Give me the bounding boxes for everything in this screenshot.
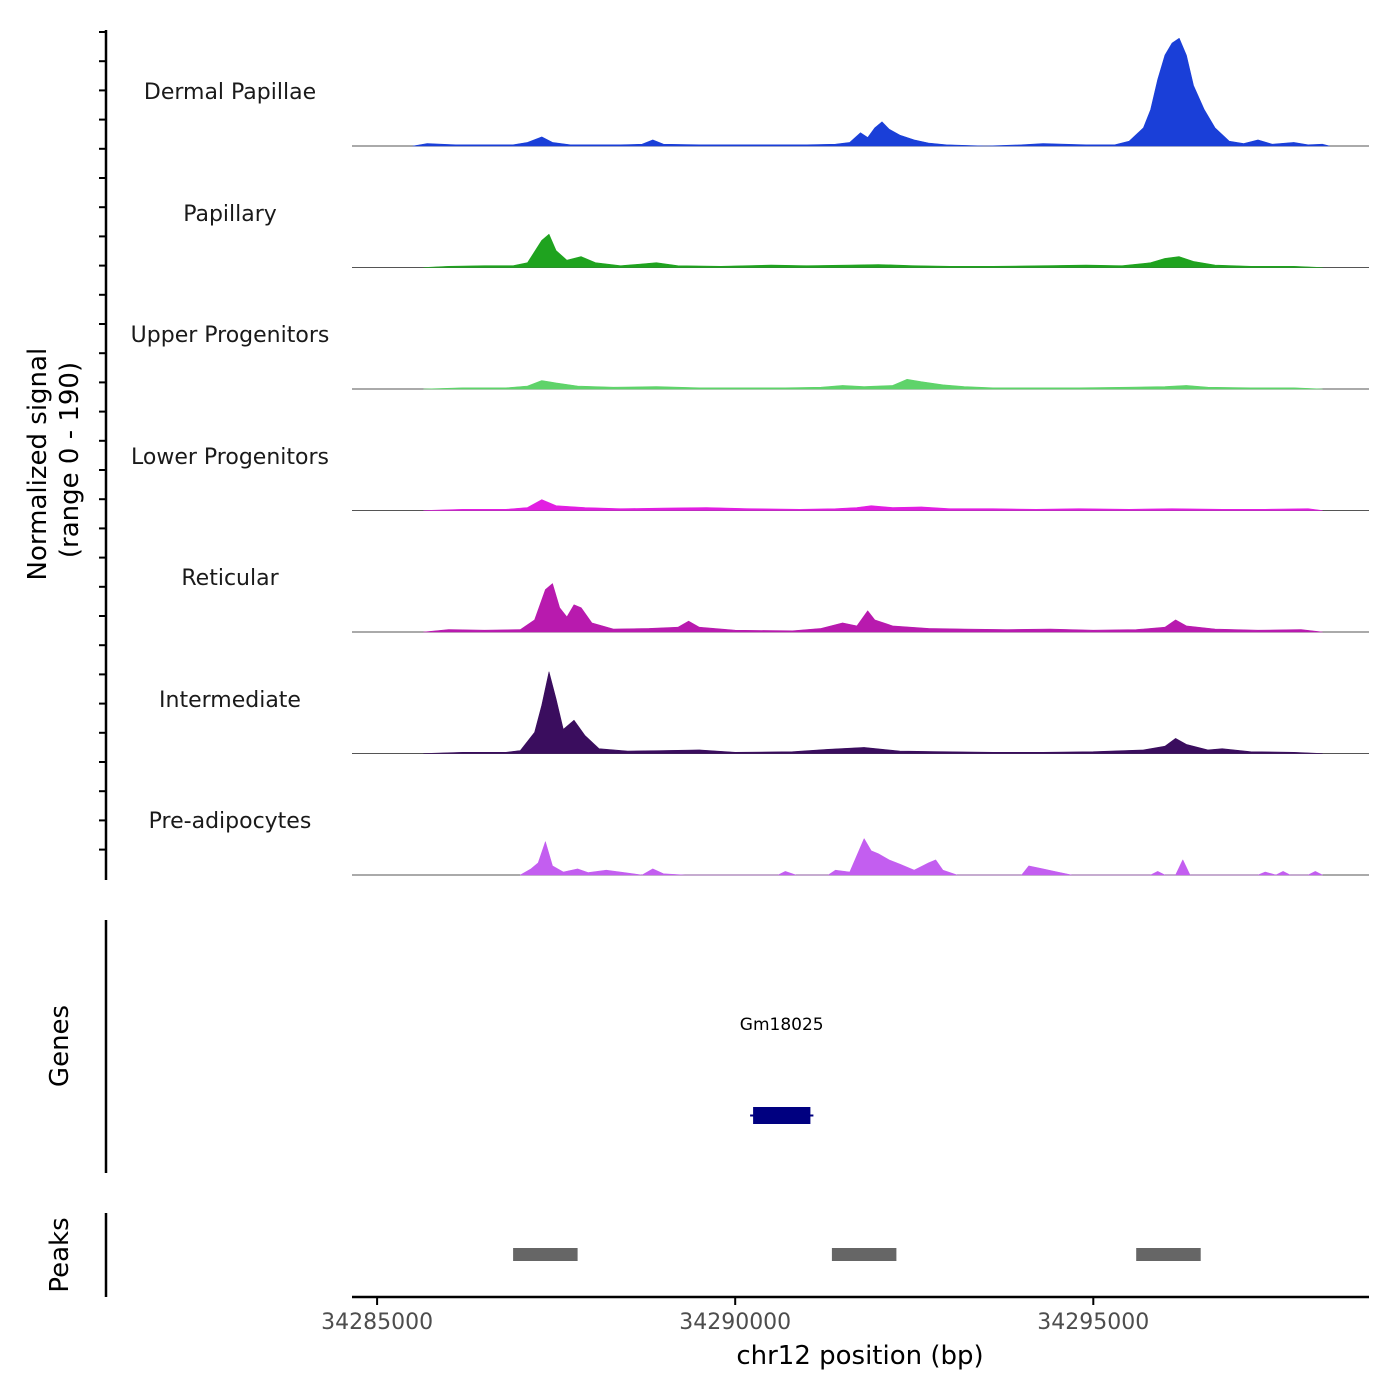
x-tick-label: 34295000: [1037, 1310, 1149, 1335]
track-area-upper-progenitors: [423, 379, 1323, 390]
track-area-papillary: [423, 233, 1323, 268]
track-label-upper-progenitors: Upper Progenitors: [131, 323, 330, 348]
track-area-reticular: [423, 583, 1323, 633]
x-axis-title: chr12 position (bp): [736, 1341, 983, 1371]
genes-track-label: Genes: [45, 1005, 75, 1087]
track-label-lower-progenitors: Lower Progenitors: [131, 445, 329, 470]
track-label-pre-adipocytes: Pre-adipocytes: [149, 809, 312, 834]
peak-regions: [513, 1248, 1201, 1261]
x-axis-ticks: 34285000 34290000 34295000: [321, 1297, 1149, 1335]
y-axis-title-line1: Normalized signal: [23, 348, 53, 581]
peak-region: [1136, 1248, 1201, 1261]
track-label-papillary: Papillary: [183, 202, 277, 227]
track-area-pre-adipocytes: [520, 838, 1323, 876]
x-tick-label: 34290000: [679, 1310, 791, 1335]
gene-models: Gm18025: [740, 1015, 824, 1124]
track-label-intermediate: Intermediate: [159, 688, 301, 713]
track-label-reticular: Reticular: [181, 566, 279, 591]
peaks-track-label: Peaks: [45, 1217, 75, 1292]
track-labels: Dermal Papillae Papillary Upper Progenit…: [131, 80, 330, 834]
coverage-y-axis-ticks: [99, 31, 106, 851]
gene-label-gm18025: Gm18025: [740, 1015, 824, 1035]
peak-region: [831, 1248, 897, 1261]
x-tick-label: 34285000: [321, 1310, 433, 1335]
peak-region: [513, 1248, 578, 1261]
track-label-dermal-papillae: Dermal Papillae: [144, 80, 316, 105]
track-area-dermal-papillae: [412, 38, 1330, 147]
y-axis-title-line2: (range 0 - 190): [55, 362, 85, 558]
track-area-lower-progenitors: [423, 499, 1323, 511]
y-axis-title: Normalized signal (range 0 - 190): [23, 340, 85, 581]
track-area-intermediate: [423, 671, 1323, 754]
coverage-tracks: [352, 38, 1369, 876]
